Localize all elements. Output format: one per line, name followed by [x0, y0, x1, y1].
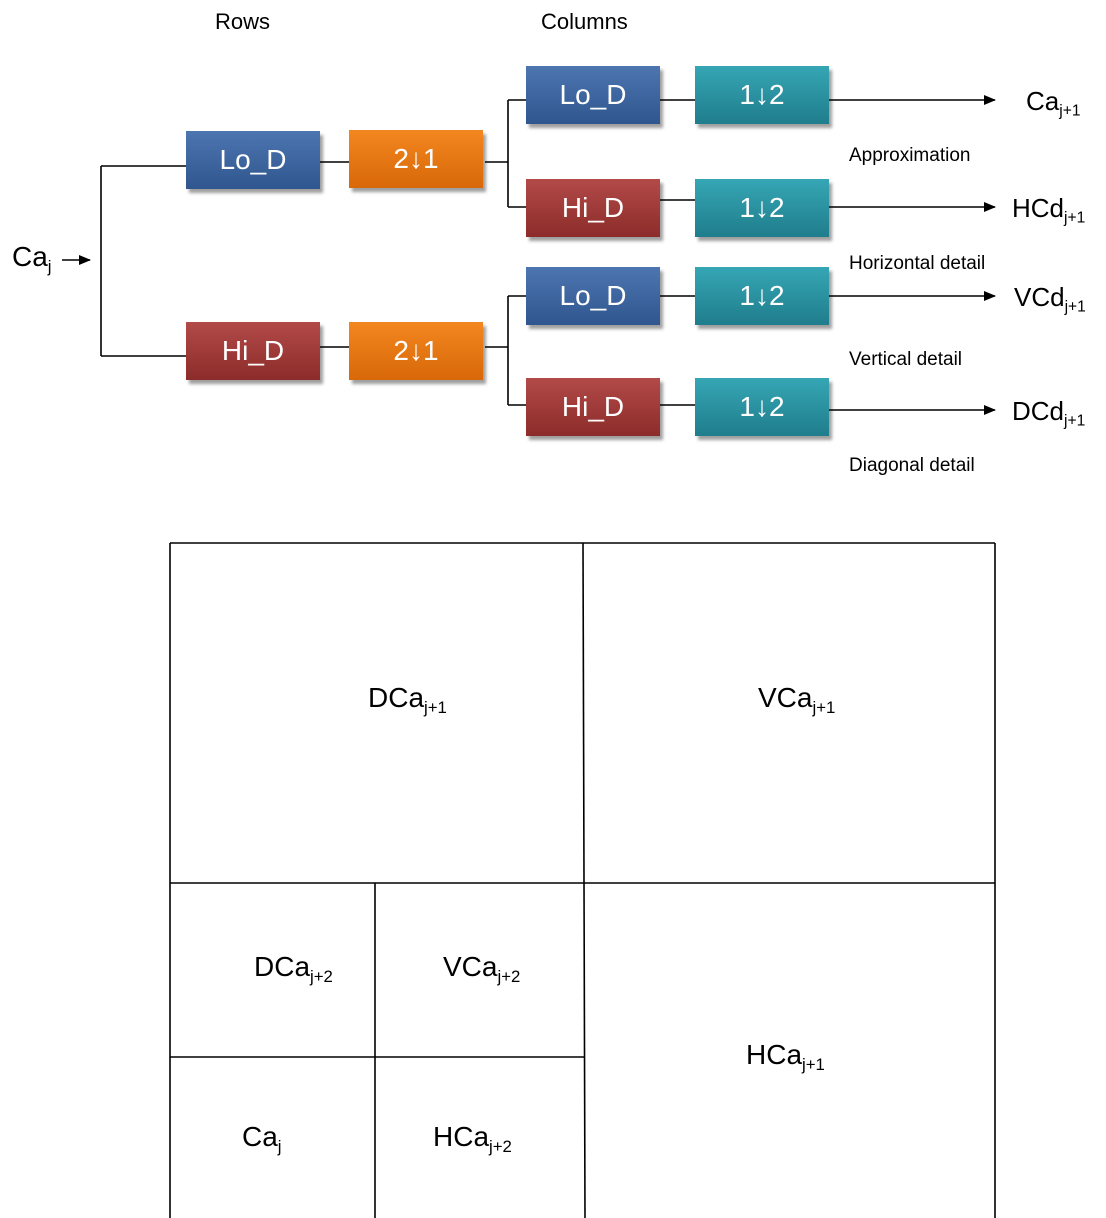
column-highpass-box-1: Hi_D: [526, 179, 660, 237]
column-downsample-box-4: 1↓2: [695, 378, 829, 436]
output-desc-approximation: Approximation: [849, 145, 971, 166]
columns-header: Columns: [541, 9, 628, 34]
column-lowpass-box-2: Lo_D: [526, 267, 660, 325]
column-downsample-box-3: 1↓2: [695, 267, 829, 325]
rows-header: Rows: [215, 9, 271, 34]
input-label: Caj: [12, 241, 52, 276]
row-downsample-top-box: 2↓1: [349, 130, 483, 188]
output-desc-horizontal: Horizontal detail: [849, 253, 986, 274]
output-label-diagonal: DCdj+1: [1012, 396, 1086, 430]
output-desc-diagonal: Diagonal detail: [849, 455, 975, 476]
grid-cell-top-right: VCaj+1: [758, 682, 836, 717]
column-downsample-box-1: 1↓2: [695, 66, 829, 124]
row-highpass-box: Hi_D: [186, 322, 320, 380]
output-label-horizontal: HCdj+1: [1012, 193, 1086, 227]
output-desc-vertical: Vertical detail: [849, 349, 963, 370]
column-highpass-box-2: Hi_D: [526, 378, 660, 436]
grid-cell-mid-center: VCaj+2: [443, 951, 521, 986]
grid-divider-center: [582, 542, 586, 1218]
grid-cell-top-left: DCaj+1: [368, 682, 447, 717]
grid-cell-bottom-left: Caj: [242, 1121, 282, 1156]
grid-cell-mid-left: DCaj+2: [254, 951, 333, 986]
row-downsample-bottom-box: 2↓1: [349, 322, 483, 380]
output-label-vertical: VCdj+1: [1014, 282, 1086, 316]
grid-cell-bottom-center: HCaj+2: [433, 1121, 512, 1156]
column-lowpass-box-1: Lo_D: [526, 66, 660, 124]
column-downsample-box-2: 1↓2: [695, 179, 829, 237]
grid-cell-bottom-right: HCaj+1: [746, 1039, 825, 1074]
output-label-approximation: Caj+1: [1026, 86, 1081, 120]
row-lowpass-box: Lo_D: [186, 131, 320, 189]
